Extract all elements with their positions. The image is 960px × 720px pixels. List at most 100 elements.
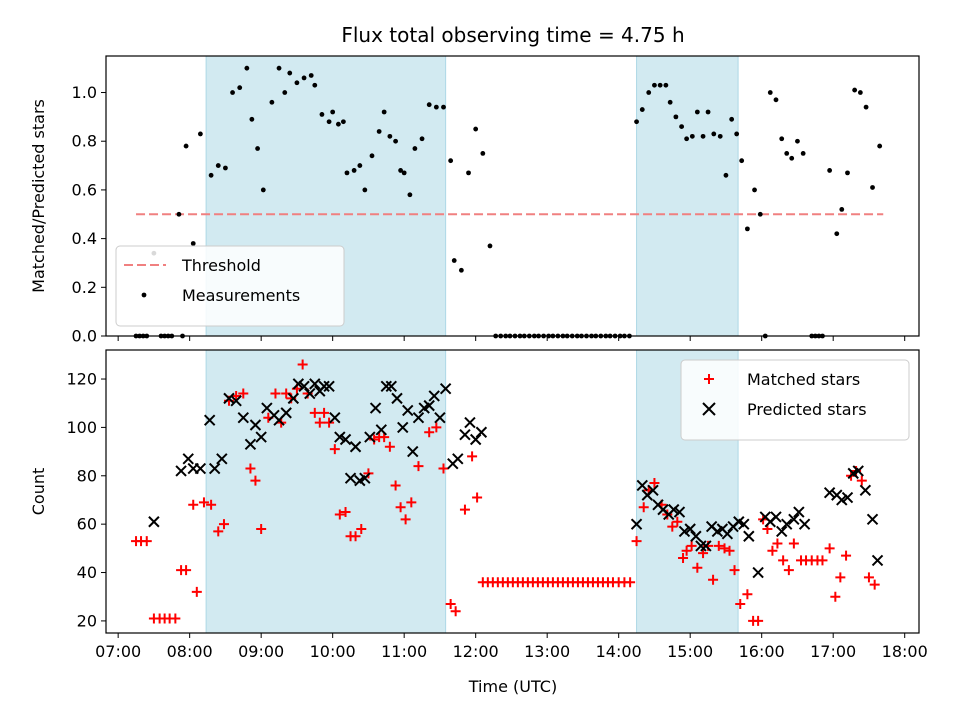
measurement-point [426,102,432,108]
top-x-ticks [117,336,906,341]
measurement-point [657,82,663,88]
predicted-star-point [402,404,414,417]
matched-star-point [206,499,217,510]
predicted-star-point [148,516,160,528]
predicted-star-point [339,433,352,446]
matched-star-point [681,545,692,556]
predicted-star-point [194,462,207,475]
measurement-point [473,126,479,132]
predicted-star-point [459,428,471,441]
predicted-star-point [836,494,848,506]
matched-star-point [856,475,867,486]
y-tick-label: 0.4 [72,229,97,248]
x-axis-label: Time (UTC) [468,677,557,696]
x-tick-label: 15:00 [667,642,713,661]
measurement-point [834,231,840,237]
matched-star-point [638,502,649,513]
matched-star-point [863,572,874,583]
measurement-point [387,133,393,139]
measurement-point [839,206,845,212]
predicted-star-point [695,540,707,552]
predicted-star-point [690,530,702,542]
matched-star-point [324,417,335,428]
measurement-point [208,172,214,178]
predicted-star-point [203,414,216,426]
top-axes-frame [105,55,920,337]
matched-star-point [753,615,764,626]
count-points [131,359,884,626]
measurement-point [398,168,403,173]
bottom-x-ticks: 07:00 08:00 09:00 10:00 11:00 12:00 13:00 14:00… [95,633,928,661]
predicted-star-point [318,380,330,392]
chart-title: Flux total observing time = 4.75 h [341,23,684,47]
measurement-point [679,124,685,130]
predicted-star-point [255,431,267,443]
predicted-star-point [469,433,482,446]
predicted-star-point [841,491,854,504]
measurement-point [407,192,413,198]
measurement-point [729,116,735,122]
matched-star-point [835,572,846,583]
predicted-star-point [781,518,793,530]
matched-star-point [841,550,852,561]
predicted-star-point [407,445,419,458]
y-tick-label: 120 [66,370,97,389]
matched-star-point [384,441,395,452]
x-tick-label: 16:00 [739,642,785,661]
measurement-point [744,226,750,232]
matched-star-point [678,553,689,564]
predicted-star-point [237,412,249,424]
predicted-star-point [359,472,371,484]
legend-box [680,359,910,441]
measurement-point [215,163,221,168]
measurement-point [433,104,439,110]
matched-star-point [724,545,735,556]
measurement-point [487,243,493,249]
predicted-star-point [859,484,872,496]
top-y-ticks: 0.0 0.2 0.4 0.6 0.8 1.0 [72,83,106,346]
measurement-point [852,87,858,93]
matched-star-point [667,521,678,532]
x-tick-label: 10:00 [310,642,356,661]
measurement-point [319,112,325,117]
predicted-star-point [798,518,811,530]
bottom-y-ticks: 20 40 60 80 100 120 [66,370,106,630]
matched-star-point [329,444,340,455]
matched-star-point [270,388,281,399]
matched-star-point [713,540,724,551]
predicted-star-point [175,465,187,477]
predicted-star-point [391,392,403,405]
measurement-point [357,163,363,168]
measurement-point [448,158,454,164]
predicted-star-point [249,419,262,431]
y-tick-label: 100 [66,418,97,437]
matched-star-point [250,475,261,486]
predicted-star-point [776,525,788,538]
matched-star-point [350,531,361,542]
matched-star-point [340,507,351,518]
predicted-star-point [280,407,292,419]
matched-star-point [467,451,478,462]
matched-star-point [445,598,456,609]
predicted-star-point [223,392,235,405]
predicted-star-point [452,453,464,465]
y-tick-label: 1.0 [72,83,97,102]
legend-label: Measurements [182,286,300,305]
predicted-star-point [329,412,341,424]
matched-star-point [191,586,202,597]
measurement-point [393,138,398,144]
matched-star-point [245,463,256,474]
matched-star-point [198,497,209,508]
predicted-star-point [788,513,800,526]
measurement-point [223,165,228,171]
measurement-point [870,185,875,190]
measurement-point [789,155,795,161]
measurement-point [260,187,266,193]
predicted-star-point [475,426,488,438]
predicted-star-point [309,378,321,390]
matched-star-point [319,407,330,418]
measurement-point [451,258,457,263]
bottom-legend: Matched stars Predicted stars [680,359,910,441]
matched-star-point [672,516,683,527]
measurement-points [133,65,883,339]
